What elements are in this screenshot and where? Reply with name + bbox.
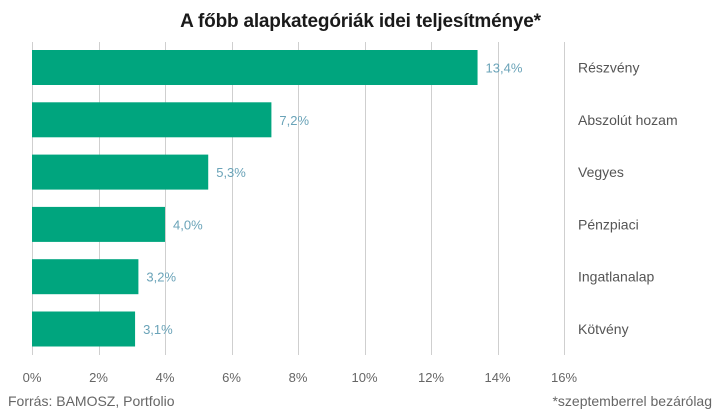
source-note: Forrás: BAMOSZ, Portfolio [8,393,175,409]
x-tick-label: 8% [289,370,308,385]
value-label: 7,2% [279,113,309,128]
category-labels: Részvény Abszolút hozam Vegyes Pénzpiaci Ing… [578,60,678,338]
bar [32,259,139,295]
x-tick-label: 4% [156,370,175,385]
category-label: Abszolút hozam [578,112,678,128]
category-label: Vegyes [578,164,624,180]
bar-chart: 13,4% 7,2% 5,3% 4,0% 3,2% 3,1% Részvény Abszol… [23,42,678,385]
x-axis-ticks: 0% 2% 4% 6% 8% 10% 12% 14% 16% [23,370,578,385]
gridlines [32,42,565,355]
category-label: Kötvény [578,321,629,337]
footnote: *szeptemberrel bezárólag [552,393,712,409]
bar [32,154,209,190]
x-tick-label: 0% [23,370,42,385]
x-tick-label: 14% [484,370,510,385]
value-labels: 13,4% 7,2% 5,3% 4,0% 3,2% 3,1% [143,61,523,338]
value-label: 5,3% [216,165,246,180]
value-label: 13,4% [486,61,523,76]
x-tick-label: 16% [551,370,577,385]
x-tick-label: 2% [89,370,108,385]
chart-title: A főbb alapkategóriák idei teljesítménye… [180,11,541,32]
x-tick-label: 12% [418,370,444,385]
value-label: 4,0% [173,217,203,232]
x-tick-label: 10% [351,370,377,385]
category-label: Részvény [578,60,639,76]
bar [32,50,478,85]
value-label: 3,1% [143,322,173,337]
x-tick-label: 6% [222,370,241,385]
bar [32,206,165,242]
category-label: Pénzpiaci [578,216,639,232]
category-label: Ingatlanalap [578,269,655,285]
bar [32,102,272,138]
bars [32,50,478,347]
bar [32,311,136,347]
value-label: 3,2% [146,270,176,285]
